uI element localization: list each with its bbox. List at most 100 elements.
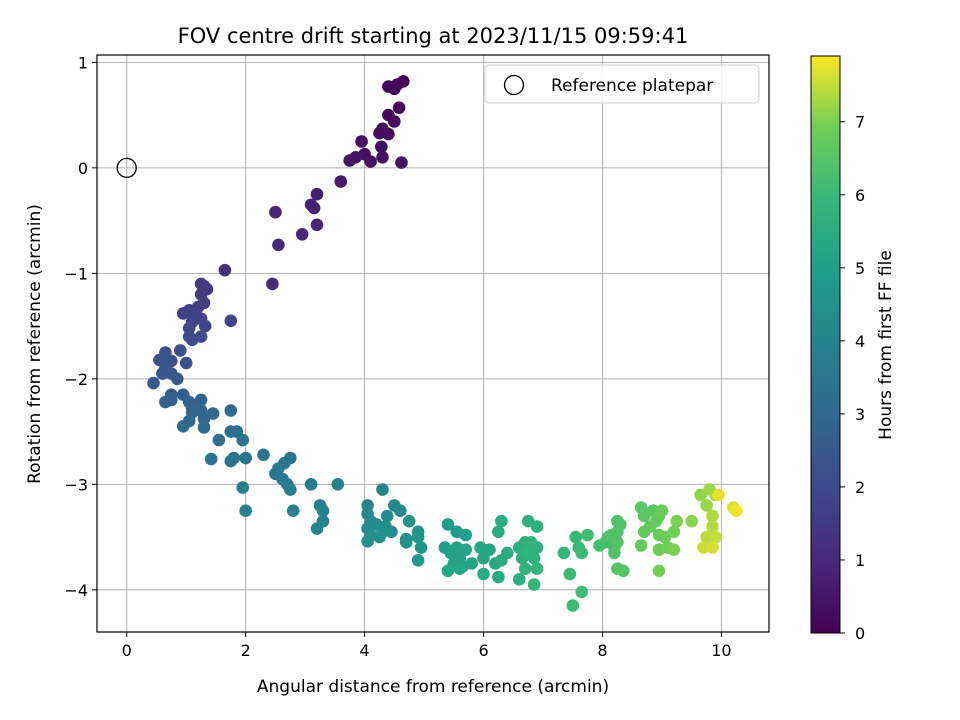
data-point — [388, 82, 401, 96]
data-point — [569, 530, 582, 544]
data-point — [224, 314, 238, 328]
data-point — [512, 573, 526, 586]
data-point — [239, 504, 252, 517]
data-point — [310, 522, 324, 535]
data-point — [392, 101, 406, 114]
data-point — [655, 504, 669, 517]
data-point — [395, 156, 408, 169]
data-point — [394, 504, 407, 517]
data-point — [459, 528, 473, 542]
y-tick-label: −1 — [64, 264, 88, 283]
data-point — [376, 151, 389, 164]
data-point — [575, 585, 588, 599]
data-point — [575, 546, 588, 560]
data-point — [373, 530, 386, 544]
data-point — [581, 528, 594, 542]
data-point — [566, 599, 580, 612]
data-point — [441, 518, 455, 531]
data-point — [269, 205, 282, 219]
legend-box — [484, 64, 760, 104]
data-point — [670, 514, 684, 528]
data-point — [174, 344, 187, 357]
data-point — [608, 546, 621, 560]
data-point — [236, 481, 249, 494]
reference-marker — [116, 157, 137, 179]
data-point — [310, 218, 324, 232]
data-point — [156, 367, 169, 380]
data-point — [295, 228, 309, 241]
data-point — [495, 554, 508, 567]
x-axis-label: Angular distance from reference (arcmin) — [257, 677, 609, 697]
data-point — [224, 454, 238, 468]
colorbar-ticks: 0 1 2 3 4 5 6 7 — [840, 113, 865, 643]
data-point — [176, 420, 190, 433]
data-point — [316, 504, 330, 517]
data-point — [147, 376, 160, 390]
data-point — [453, 562, 467, 575]
data-point — [492, 525, 505, 539]
data-point — [375, 140, 388, 154]
data-point — [194, 393, 208, 407]
x-axis-ticks: 0 2 4 6 8 10 — [122, 632, 732, 660]
colorbar-tick-label: 6 — [855, 186, 865, 205]
plot-frame — [96, 54, 770, 633]
data-point — [355, 135, 368, 148]
data-point — [334, 175, 348, 188]
colorbar-tick-label: 0 — [855, 624, 865, 643]
data-point — [441, 564, 455, 578]
data-point — [171, 372, 184, 386]
data-point — [224, 404, 238, 417]
x-tick-label: 0 — [122, 641, 132, 660]
data-point — [218, 263, 232, 277]
data-point — [179, 356, 193, 370]
data-point — [399, 536, 413, 549]
data-point — [212, 433, 226, 447]
y-tick-label: −2 — [64, 370, 88, 389]
data-point — [272, 238, 285, 252]
data-point — [492, 570, 505, 584]
colorbar-tick-label: 2 — [855, 478, 865, 497]
colorbar-tick-label: 1 — [855, 551, 865, 570]
data-point — [706, 520, 719, 533]
data-point — [652, 564, 666, 578]
data-point — [700, 499, 713, 512]
colorbar-label: Hours from first FF file — [876, 250, 896, 440]
legend-label: Reference platepar — [551, 76, 713, 96]
legend: Reference platepar — [484, 64, 760, 104]
y-axis-ticks: 1 0 −1 −2 −3 −4 — [64, 53, 97, 600]
data-point — [382, 127, 395, 141]
data-point — [185, 333, 199, 347]
data-point — [712, 488, 725, 502]
data-point — [304, 478, 318, 491]
data-point — [667, 525, 681, 539]
y-tick-label: 0 — [78, 159, 88, 178]
data-point — [459, 543, 473, 556]
data-point — [706, 509, 719, 523]
data-point — [198, 319, 212, 333]
data-point — [310, 187, 324, 201]
data-point — [557, 546, 571, 560]
data-point — [530, 562, 544, 575]
data-point — [527, 551, 541, 565]
x-tick-label: 8 — [597, 641, 607, 660]
data-point — [667, 543, 681, 556]
data-point — [385, 525, 398, 539]
data-point — [563, 567, 577, 581]
chart-title: FOV centre drift starting at 2023/11/15 … — [178, 24, 689, 48]
data-point — [477, 567, 490, 581]
data-point — [414, 541, 428, 554]
colorbar-tick-label: 3 — [855, 405, 865, 424]
data-point — [331, 478, 345, 491]
y-tick-label: −3 — [64, 475, 88, 494]
legend-marker-icon — [503, 74, 525, 96]
data-point — [465, 557, 479, 570]
colorbar-gradient — [810, 55, 841, 634]
data-point — [286, 504, 300, 517]
data-point — [284, 483, 297, 496]
data-point — [411, 530, 425, 544]
data-point — [611, 536, 624, 549]
data-point — [700, 530, 713, 544]
data-point — [411, 554, 425, 567]
data-point — [361, 535, 374, 548]
